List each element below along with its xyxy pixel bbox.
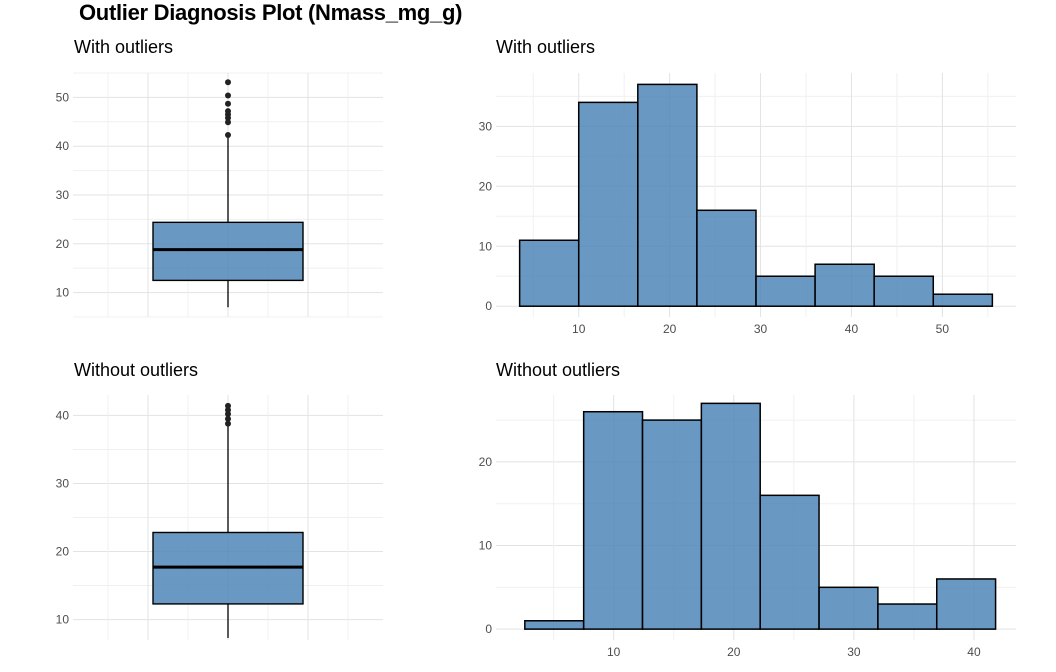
hist-with-panel: With outliers 0 10 20 30 10 20 30 40 50 — [479, 37, 1016, 336]
x-tick-label: 20 — [663, 322, 677, 336]
x-tick-label: 20 — [727, 645, 741, 659]
histogram-bar — [814, 263, 875, 307]
histogram-bar — [518, 239, 580, 307]
x-tick-label: 40 — [967, 645, 981, 659]
chart-title: Outlier Diagnosis Plot (Nmass_mg_g) — [79, 0, 463, 25]
histogram-bar — [577, 101, 639, 307]
y-tick-label: 20 — [479, 455, 493, 469]
x-tick-label: 10 — [607, 645, 621, 659]
y-tick-label: 20 — [479, 179, 493, 193]
histogram-bar — [759, 494, 820, 630]
box-without-panel: Without outliers 10 20 30 40 — [56, 360, 383, 640]
x-tick-label: 30 — [754, 322, 768, 336]
histogram-bar — [755, 275, 816, 307]
histogram-bar — [524, 620, 585, 630]
outlier-point — [225, 79, 231, 86]
x-tick-label: 40 — [845, 322, 859, 336]
outlier-point — [225, 402, 231, 409]
x-tick-label: 10 — [572, 322, 586, 336]
y-tick-label: 40 — [56, 139, 70, 153]
y-tick-label: 50 — [56, 90, 70, 104]
outlier-point — [225, 420, 231, 427]
y-tick-label: 20 — [56, 237, 70, 251]
y-tick-label: 10 — [56, 286, 70, 300]
y-tick-label: 30 — [479, 119, 493, 133]
panel-title: Without outliers — [74, 360, 198, 380]
histogram-bar — [582, 410, 644, 630]
outlier-point — [225, 119, 231, 126]
panel-title: Without outliers — [496, 360, 620, 380]
y-tick-label: 10 — [479, 239, 493, 253]
histogram-bar — [696, 209, 757, 307]
histogram-bar — [932, 293, 994, 307]
panel-title: With outliers — [74, 37, 173, 57]
y-tick-label: 0 — [485, 622, 492, 636]
box-with-panel: With outliers 10 20 30 40 50 — [56, 37, 383, 318]
y-tick-label: 30 — [56, 476, 70, 490]
x-tick-label: 50 — [936, 322, 950, 336]
histogram-bar — [637, 83, 698, 307]
y-tick-label: 30 — [56, 188, 70, 202]
histogram-bar — [818, 586, 879, 630]
y-tick-label: 20 — [56, 545, 70, 559]
box-iqr — [152, 221, 304, 282]
x-tick-label: 30 — [847, 645, 861, 659]
outlier-point — [225, 108, 231, 115]
histogram-bar — [641, 419, 703, 630]
y-tick-label: 0 — [485, 299, 492, 313]
outlier-point — [225, 92, 231, 99]
y-tick-label: 10 — [56, 613, 70, 627]
histogram-bar — [935, 578, 997, 630]
histogram-bar — [700, 402, 761, 630]
panel-title: With outliers — [496, 37, 595, 57]
outlier-point — [225, 131, 231, 138]
y-tick-label: 10 — [479, 539, 493, 553]
histogram-bar — [873, 275, 935, 307]
outlier-point — [225, 415, 231, 422]
histogram-bar — [877, 603, 938, 630]
outlier-point — [225, 100, 231, 107]
hist-without-panel: Without outliers 0 10 20 10 20 30 40 — [479, 360, 1016, 659]
y-tick-label: 40 — [56, 408, 70, 422]
